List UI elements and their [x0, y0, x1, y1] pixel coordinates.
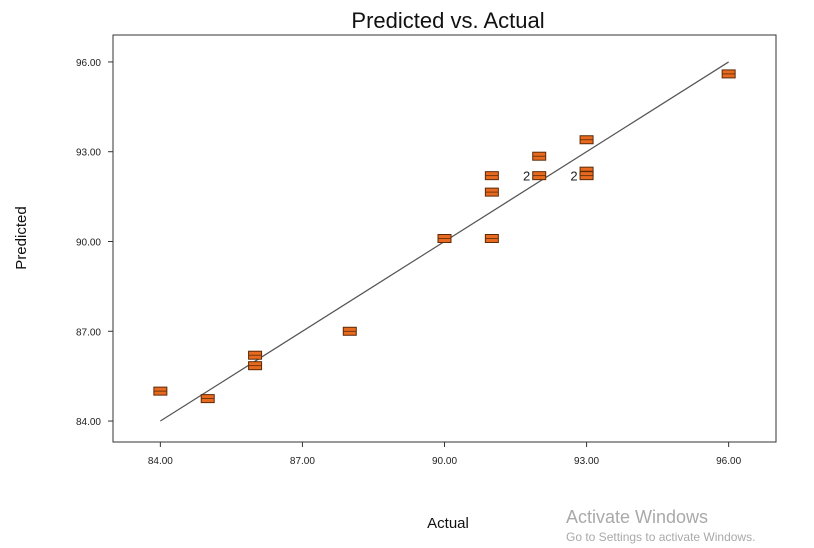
y-tick-label: 84.00 — [76, 417, 101, 428]
y-tick-label: 93.00 — [76, 148, 101, 159]
watermark-title: Activate Windows — [566, 507, 709, 527]
x-tick-label: 93.00 — [574, 456, 599, 467]
watermark-subtitle: Go to Settings to activate Windows. — [566, 530, 756, 544]
point-count-label: 2 — [523, 169, 530, 184]
point-count-label: 2 — [570, 169, 577, 184]
x-tick-label: 84.00 — [148, 456, 173, 467]
chart-title: Predicted vs. Actual — [351, 8, 544, 33]
y-tick-label: 90.00 — [76, 237, 101, 248]
y-axis-ticks: 84.00 87.00 90.00 93.00 96.00 — [76, 58, 113, 428]
y-axis-label: Predicted — [13, 206, 30, 269]
x-axis-label: Actual — [427, 515, 469, 532]
x-tick-label: 96.00 — [716, 456, 741, 467]
x-tick-label: 87.00 — [290, 456, 315, 467]
x-axis-ticks: 84.00 87.00 90.00 93.00 96.00 — [148, 442, 742, 467]
y-tick-label: 87.00 — [76, 327, 101, 338]
y-tick-label: 96.00 — [76, 58, 101, 69]
activate-windows-watermark: Activate Windows Go to Settings to activ… — [566, 506, 755, 545]
x-tick-label: 90.00 — [432, 456, 457, 467]
